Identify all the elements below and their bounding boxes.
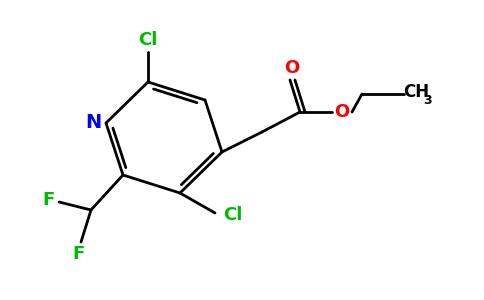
Text: O: O [334, 103, 349, 121]
Text: N: N [85, 113, 101, 133]
Text: 3: 3 [424, 94, 432, 106]
Text: O: O [285, 59, 300, 77]
Text: Cl: Cl [138, 31, 158, 49]
Text: Cl: Cl [223, 206, 242, 224]
Text: CH: CH [403, 83, 429, 101]
Text: F: F [73, 245, 85, 263]
Text: F: F [43, 191, 55, 209]
